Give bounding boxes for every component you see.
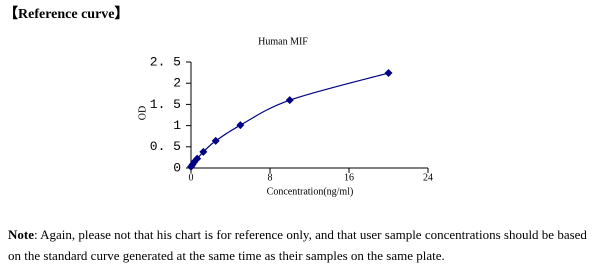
x-tick-label: 0 — [189, 172, 194, 183]
data-point — [285, 96, 294, 105]
x-tick-label: 8 — [268, 172, 273, 183]
y-tick-label: 0 — [173, 160, 181, 175]
note-label: Note — [8, 227, 34, 242]
header-title: 【Reference curve】 — [4, 7, 129, 22]
chart-title: Human MIF — [258, 36, 308, 47]
y-tick-label: 2. 5 — [150, 54, 181, 69]
data-point — [236, 121, 245, 130]
y-tick-label: 1 — [173, 118, 181, 133]
chart: Human MIF Concentration(ng/ml) OD 0 0. 5 1… — [137, 36, 433, 197]
note: Note: Again, please not that his chart i… — [8, 224, 596, 266]
x-axis-label: Concentration(ng/ml) — [267, 186, 354, 197]
data-point — [199, 147, 208, 156]
data-point — [384, 69, 393, 78]
note-text: : Again, please not that his chart is fo… — [8, 227, 587, 263]
data-point — [211, 136, 220, 145]
x-tick-label: 24 — [423, 172, 433, 183]
y-tick-label: 0. 5 — [150, 139, 181, 154]
y-axis-label: OD — [137, 106, 148, 120]
curve — [190, 72, 389, 168]
data-point — [193, 154, 202, 163]
y-tick-label: 1. 5 — [150, 97, 181, 112]
x-tick-label: 16 — [344, 172, 354, 183]
y-tick-label: 2 — [173, 76, 181, 91]
